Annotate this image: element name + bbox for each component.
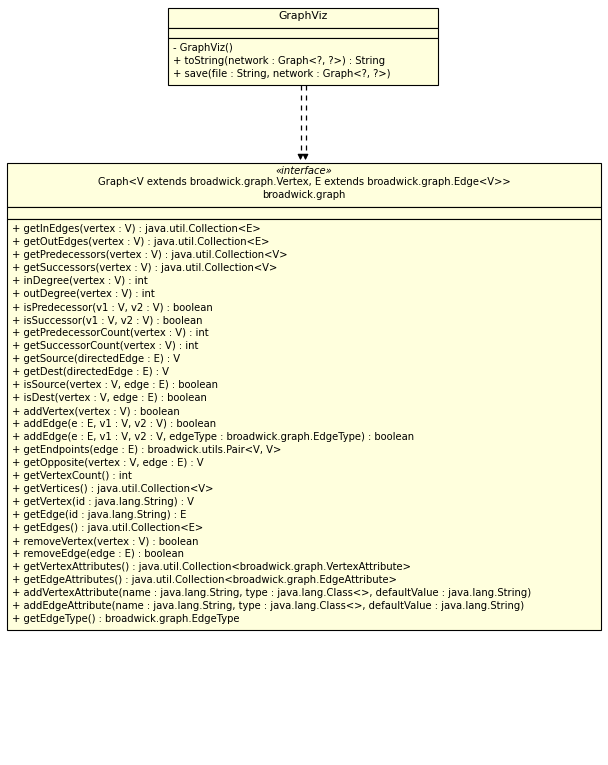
Bar [168,8,438,28]
Text: + addVertex(vertex : V) : boolean: + addVertex(vertex : V) : boolean [12,406,180,416]
Text: - GraphViz(): - GraphViz() [173,43,233,53]
Bar [7,207,601,219]
Text: broadwick.graph: broadwick.graph [262,190,346,200]
Text: + getEndpoints(edge : E) : broadwick.utils.Pair<V, V>: + getEndpoints(edge : E) : broadwick.uti… [12,445,282,455]
Text: + isDest(vertex : V, edge : E) : boolean: + isDest(vertex : V, edge : E) : boolean [12,393,207,403]
Text: + getPredecessors(vertex : V) : java.util.Collection<V>: + getPredecessors(vertex : V) : java.uti… [12,250,288,260]
Text: + getSuccessorCount(vertex : V) : int: + getSuccessorCount(vertex : V) : int [12,341,198,351]
Bar [7,219,601,630]
Text: + getInEdges(vertex : V) : java.util.Collection<E>: + getInEdges(vertex : V) : java.util.Col… [12,224,261,234]
Text: Graph<V extends broadwick.graph.Vertex, E extends broadwick.graph.Edge<V>>: Graph<V extends broadwick.graph.Vertex, … [98,177,510,187]
Bar [168,38,438,85]
Text: + getEdges() : java.util.Collection<E>: + getEdges() : java.util.Collection<E> [12,523,203,533]
Text: + getVertices() : java.util.Collection<V>: + getVertices() : java.util.Collection<V… [12,484,213,494]
Text: + addEdge(e : E, v1 : V, v2 : V, edgeType : broadwick.graph.EdgeType) : boolean: + addEdge(e : E, v1 : V, v2 : V, edgeTyp… [12,432,414,442]
Text: + isSource(vertex : V, edge : E) : boolean: + isSource(vertex : V, edge : E) : boole… [12,380,218,390]
Text: + getVertexAttributes() : java.util.Collection<broadwick.graph.VertexAttribute>: + getVertexAttributes() : java.util.Coll… [12,562,411,572]
Text: + getSource(directedEdge : E) : V: + getSource(directedEdge : E) : V [12,354,180,364]
Text: + getEdgeAttributes() : java.util.Collection<broadwick.graph.EdgeAttribute>: + getEdgeAttributes() : java.util.Collec… [12,575,397,585]
Text: + getEdge(id : java.lang.String) : E: + getEdge(id : java.lang.String) : E [12,510,187,520]
Bar [168,28,438,38]
Text: + getVertexCount() : int: + getVertexCount() : int [12,471,132,481]
Text: + toString(network : Graph<?, ?>) : String: + toString(network : Graph<?, ?>) : Stri… [173,56,385,66]
Text: + isPredecessor(v1 : V, v2 : V) : boolean: + isPredecessor(v1 : V, v2 : V) : boolea… [12,302,213,312]
Text: + addEdgeAttribute(name : java.lang.String, type : java.lang.Class<>, defaultVal: + addEdgeAttribute(name : java.lang.Stri… [12,601,524,611]
Text: + getPredecessorCount(vertex : V) : int: + getPredecessorCount(vertex : V) : int [12,328,209,338]
Text: + removeVertex(vertex : V) : boolean: + removeVertex(vertex : V) : boolean [12,536,198,546]
Text: + getDest(directedEdge : E) : V: + getDest(directedEdge : E) : V [12,367,169,377]
Text: + save(file : String, network : Graph<?, ?>): + save(file : String, network : Graph<?,… [173,69,390,79]
Text: + getOpposite(vertex : V, edge : E) : V: + getOpposite(vertex : V, edge : E) : V [12,458,204,468]
Text: + outDegree(vertex : V) : int: + outDegree(vertex : V) : int [12,289,155,299]
Text: + getEdgeType() : broadwick.graph.EdgeType: + getEdgeType() : broadwick.graph.EdgeTy… [12,614,240,624]
Text: + removeEdge(edge : E) : boolean: + removeEdge(edge : E) : boolean [12,549,184,559]
Text: + getSuccessors(vertex : V) : java.util.Collection<V>: + getSuccessors(vertex : V) : java.util.… [12,263,277,273]
Text: + addVertexAttribute(name : java.lang.String, type : java.lang.Class<>, defaultV: + addVertexAttribute(name : java.lang.St… [12,588,531,598]
Bar [7,163,601,207]
Text: GraphViz: GraphViz [278,11,328,21]
Text: + getOutEdges(vertex : V) : java.util.Collection<E>: + getOutEdges(vertex : V) : java.util.Co… [12,237,269,247]
Text: + inDegree(vertex : V) : int: + inDegree(vertex : V) : int [12,276,148,286]
Text: + addEdge(e : E, v1 : V, v2 : V) : boolean: + addEdge(e : E, v1 : V, v2 : V) : boole… [12,419,216,429]
Text: «interface»: «interface» [275,166,333,176]
Text: + isSuccessor(v1 : V, v2 : V) : boolean: + isSuccessor(v1 : V, v2 : V) : boolean [12,315,202,325]
Text: + getVertex(id : java.lang.String) : V: + getVertex(id : java.lang.String) : V [12,497,194,507]
